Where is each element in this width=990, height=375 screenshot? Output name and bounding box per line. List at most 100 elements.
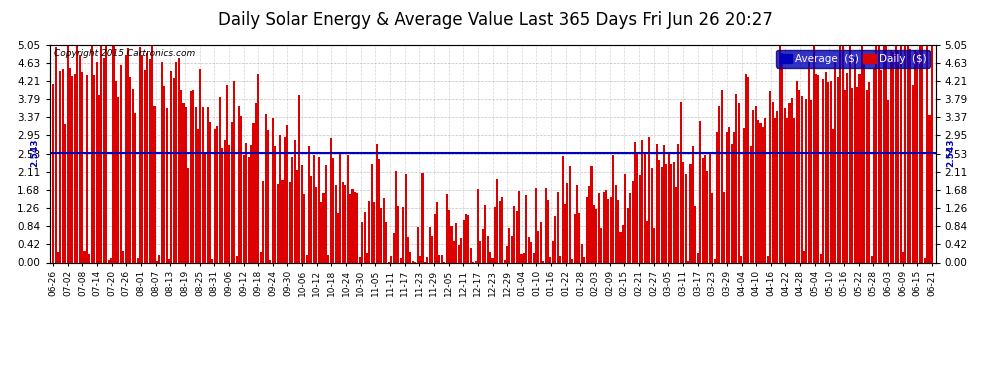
- Text: 2.543: 2.543: [30, 139, 39, 167]
- Bar: [315, 188, 318, 262]
- Bar: [766, 256, 769, 262]
- Bar: [76, 42, 78, 262]
- Bar: [791, 98, 793, 262]
- Legend: Average  ($), Daily  ($): Average ($), Daily ($): [776, 50, 931, 68]
- Bar: [731, 144, 733, 262]
- Bar: [697, 253, 699, 262]
- Bar: [796, 81, 798, 262]
- Bar: [142, 55, 144, 262]
- Bar: [168, 259, 170, 262]
- Bar: [363, 212, 365, 262]
- Bar: [610, 196, 612, 262]
- Bar: [530, 242, 533, 262]
- Bar: [441, 255, 443, 262]
- Bar: [199, 69, 201, 262]
- Bar: [810, 99, 812, 262]
- Bar: [501, 198, 503, 262]
- Bar: [274, 146, 276, 262]
- Bar: [477, 189, 479, 262]
- Bar: [448, 210, 450, 262]
- Bar: [346, 155, 348, 262]
- Bar: [919, 41, 921, 262]
- Bar: [108, 260, 110, 262]
- Bar: [764, 118, 766, 262]
- Bar: [335, 185, 337, 262]
- Bar: [851, 88, 853, 262]
- Bar: [863, 60, 865, 262]
- Bar: [103, 58, 105, 262]
- Bar: [709, 154, 711, 262]
- Bar: [835, 62, 837, 262]
- Bar: [719, 106, 721, 262]
- Bar: [137, 258, 139, 262]
- Bar: [320, 202, 322, 262]
- Bar: [371, 164, 373, 262]
- Bar: [190, 91, 192, 262]
- Bar: [818, 75, 820, 262]
- Bar: [680, 102, 682, 262]
- Bar: [254, 104, 257, 262]
- Bar: [286, 125, 288, 262]
- Bar: [361, 222, 363, 262]
- Bar: [655, 144, 657, 262]
- Bar: [513, 207, 515, 262]
- Bar: [185, 107, 187, 262]
- Bar: [895, 41, 897, 262]
- Bar: [707, 171, 709, 262]
- Bar: [779, 43, 781, 262]
- Bar: [820, 254, 822, 262]
- Bar: [439, 255, 441, 262]
- Bar: [883, 41, 885, 262]
- Bar: [615, 184, 617, 262]
- Bar: [153, 106, 155, 262]
- Bar: [407, 237, 409, 262]
- Bar: [781, 53, 783, 262]
- Bar: [827, 82, 830, 262]
- Bar: [687, 261, 689, 262]
- Bar: [234, 81, 236, 262]
- Bar: [757, 120, 759, 262]
- Bar: [52, 84, 54, 262]
- Bar: [617, 200, 619, 262]
- Bar: [914, 50, 916, 262]
- Bar: [917, 52, 919, 262]
- Bar: [59, 70, 61, 262]
- Bar: [887, 100, 889, 262]
- Bar: [644, 154, 645, 262]
- Bar: [323, 193, 325, 262]
- Bar: [100, 41, 102, 262]
- Text: 2.543: 2.543: [946, 139, 955, 167]
- Bar: [535, 188, 537, 262]
- Bar: [496, 179, 498, 262]
- Bar: [738, 102, 740, 262]
- Bar: [769, 91, 771, 262]
- Bar: [125, 55, 127, 262]
- Bar: [209, 122, 211, 262]
- Bar: [397, 207, 399, 262]
- Bar: [132, 89, 134, 262]
- Bar: [682, 162, 684, 262]
- Bar: [195, 107, 197, 262]
- Bar: [306, 255, 308, 262]
- Bar: [754, 106, 756, 262]
- Bar: [648, 136, 650, 262]
- Bar: [622, 225, 624, 262]
- Bar: [861, 41, 863, 262]
- Bar: [349, 194, 351, 262]
- Bar: [549, 257, 551, 262]
- Bar: [231, 122, 233, 262]
- Bar: [632, 181, 634, 262]
- Bar: [924, 258, 926, 262]
- Bar: [499, 201, 501, 262]
- Bar: [378, 159, 380, 262]
- Bar: [784, 108, 786, 262]
- Bar: [56, 252, 59, 262]
- Bar: [689, 164, 692, 262]
- Bar: [846, 73, 848, 262]
- Bar: [736, 93, 738, 262]
- Bar: [175, 62, 177, 262]
- Bar: [702, 158, 704, 262]
- Bar: [81, 72, 83, 262]
- Bar: [842, 41, 843, 262]
- Bar: [252, 123, 254, 262]
